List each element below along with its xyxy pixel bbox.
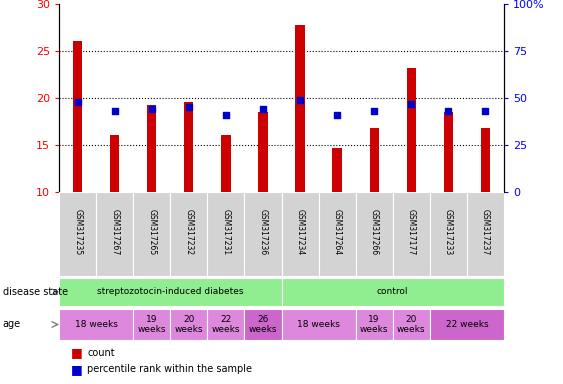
Bar: [171, 192, 207, 276]
Text: count: count: [87, 348, 115, 358]
Bar: [244, 309, 282, 340]
Text: GSM317232: GSM317232: [184, 210, 193, 256]
Bar: [333, 148, 342, 192]
Text: GSM317177: GSM317177: [406, 209, 415, 256]
Text: GSM317265: GSM317265: [148, 209, 157, 256]
Bar: [59, 309, 133, 340]
Text: GSM317236: GSM317236: [258, 209, 267, 256]
Bar: [393, 192, 430, 276]
Point: [406, 101, 415, 107]
Text: GSM317233: GSM317233: [444, 209, 453, 256]
Bar: [110, 135, 119, 192]
Bar: [96, 192, 133, 276]
Text: GSM317234: GSM317234: [296, 209, 305, 256]
Bar: [282, 192, 319, 276]
Point: [184, 104, 193, 111]
Point: [73, 99, 82, 105]
Point: [110, 108, 119, 114]
Bar: [133, 309, 171, 340]
Point: [258, 106, 267, 112]
Text: 19
weeks: 19 weeks: [360, 315, 388, 334]
Point: [333, 112, 342, 118]
Text: ■: ■: [70, 346, 82, 359]
Point: [444, 108, 453, 114]
Text: 20
weeks: 20 weeks: [175, 315, 203, 334]
Point: [148, 106, 157, 112]
Bar: [221, 135, 230, 192]
Text: 19
weeks: 19 weeks: [137, 315, 166, 334]
Text: 18 weeks: 18 weeks: [75, 320, 118, 329]
Bar: [147, 104, 157, 192]
Text: disease state: disease state: [3, 287, 68, 297]
Text: 26
weeks: 26 weeks: [249, 315, 277, 334]
Bar: [444, 112, 453, 192]
Text: control: control: [377, 287, 408, 296]
Text: GSM317231: GSM317231: [221, 210, 230, 256]
Text: percentile rank within the sample: percentile rank within the sample: [87, 364, 252, 374]
Bar: [430, 309, 504, 340]
Text: 22
weeks: 22 weeks: [212, 315, 240, 334]
Bar: [171, 309, 207, 340]
Point: [221, 112, 230, 118]
Bar: [319, 192, 356, 276]
Bar: [481, 128, 490, 192]
Bar: [59, 278, 282, 306]
Bar: [406, 68, 416, 192]
Bar: [393, 309, 430, 340]
Text: GSM317266: GSM317266: [370, 209, 379, 256]
Text: GSM317235: GSM317235: [73, 209, 82, 256]
Bar: [430, 192, 467, 276]
Bar: [356, 309, 393, 340]
Text: GSM317237: GSM317237: [481, 209, 490, 256]
Bar: [356, 192, 393, 276]
Bar: [282, 278, 504, 306]
Bar: [59, 192, 96, 276]
Text: ■: ■: [70, 363, 82, 376]
Bar: [184, 102, 194, 192]
Bar: [369, 128, 379, 192]
Bar: [282, 309, 356, 340]
Bar: [207, 309, 244, 340]
Bar: [467, 192, 504, 276]
Text: 22 weeks: 22 weeks: [445, 320, 488, 329]
Bar: [244, 192, 282, 276]
Bar: [296, 25, 305, 192]
Text: GSM317267: GSM317267: [110, 209, 119, 256]
Text: 20
weeks: 20 weeks: [397, 315, 426, 334]
Bar: [133, 192, 171, 276]
Bar: [73, 41, 82, 192]
Point: [370, 108, 379, 114]
Text: age: age: [3, 319, 21, 329]
Point: [296, 97, 305, 103]
Bar: [207, 192, 244, 276]
Text: streptozotocin-induced diabetes: streptozotocin-induced diabetes: [97, 287, 244, 296]
Point: [481, 108, 490, 114]
Bar: [258, 112, 267, 192]
Text: GSM317264: GSM317264: [333, 209, 342, 256]
Text: 18 weeks: 18 weeks: [297, 320, 340, 329]
